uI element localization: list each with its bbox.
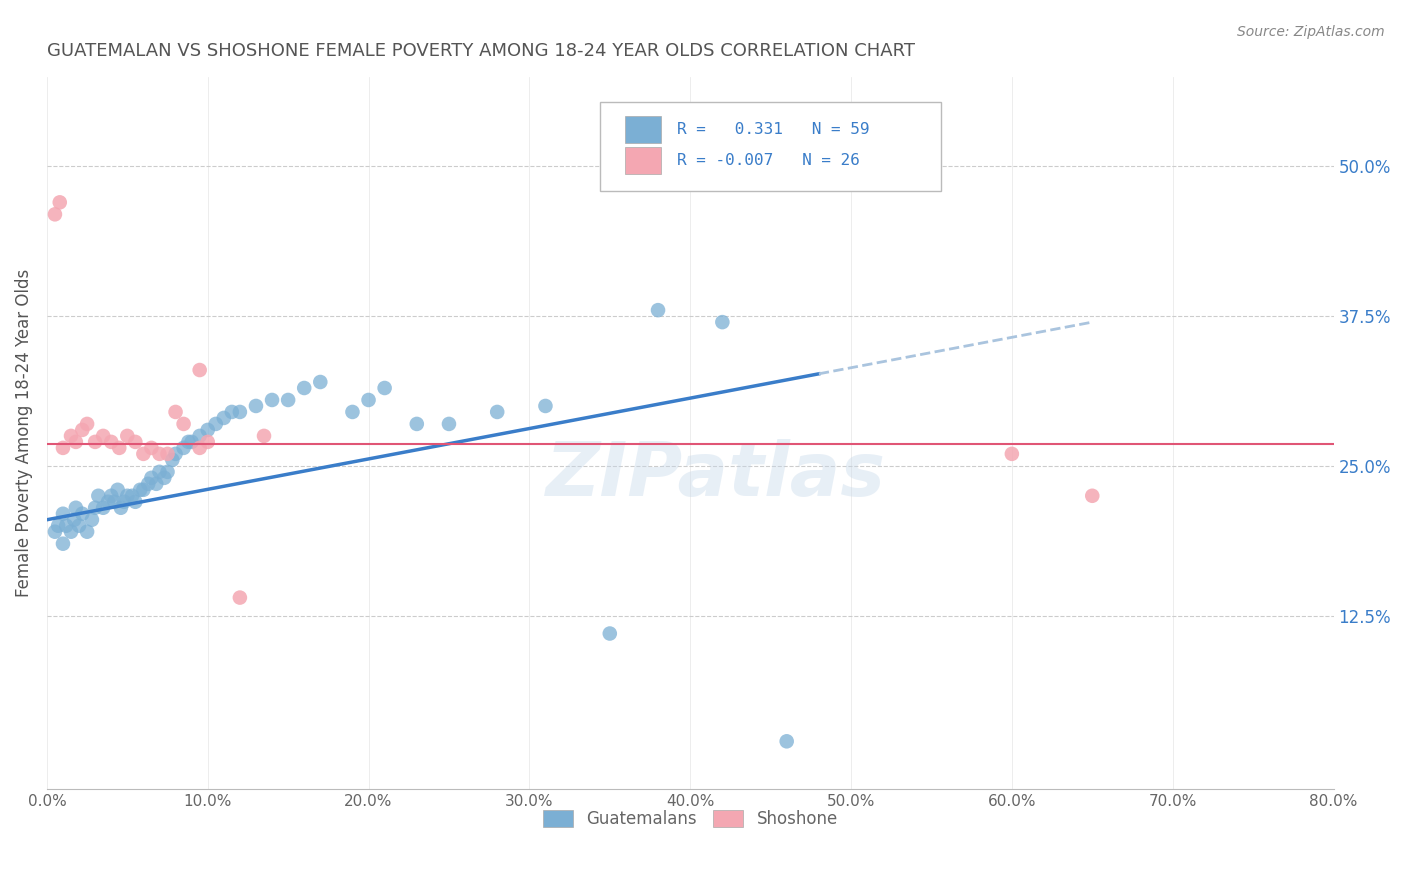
FancyBboxPatch shape [600,102,941,191]
Point [129,483,152,497]
Point [141,471,163,485]
Text: GUATEMALAN VS SHOSHONE FEMALE POVERTY AMONG 18-24 YEAR OLDS CORRELATION CHART: GUATEMALAN VS SHOSHONE FEMALE POVERTY AM… [46,42,915,60]
Text: R = -0.007   N = 26: R = -0.007 N = 26 [678,153,860,169]
Text: R =   0.331   N = 59: R = 0.331 N = 59 [678,122,870,136]
Y-axis label: Female Poverty Among 18-24 Year Olds: Female Poverty Among 18-24 Year Olds [15,268,32,597]
Point [108,441,131,455]
Point [245,399,267,413]
Point [437,417,460,431]
Bar [624,116,661,143]
Point [117,429,139,443]
Point [197,434,219,449]
Point [121,489,143,503]
Point [132,483,155,497]
Point [204,417,226,431]
Text: Source: ZipAtlas.com: Source: ZipAtlas.com [1237,25,1385,39]
Point [188,363,211,377]
Point [776,734,799,748]
Point [374,381,396,395]
Point [110,500,132,515]
Point [97,495,120,509]
Point [55,518,77,533]
Point [342,405,364,419]
Point [65,500,87,515]
Point [153,471,176,485]
Point [173,441,195,455]
Point [145,476,167,491]
Point [534,399,557,413]
Point [156,465,179,479]
Point [711,315,734,329]
Point [76,417,98,431]
Point [103,495,125,509]
Point [599,626,621,640]
Point [156,447,179,461]
Point [405,417,427,431]
Point [60,524,83,539]
Point [229,591,252,605]
Point [173,417,195,431]
Point [84,500,107,515]
Point [229,405,252,419]
Point [309,375,332,389]
Point [165,405,187,419]
Point [52,537,75,551]
Point [141,441,163,455]
Point [65,434,87,449]
Point [44,524,66,539]
Point [124,434,146,449]
Point [49,195,72,210]
Point [277,392,299,407]
Point [60,429,83,443]
Point [72,507,94,521]
Point [188,441,211,455]
Point [260,392,283,407]
Point [1001,447,1024,461]
Point [91,429,114,443]
Point [180,434,202,449]
Point [52,441,75,455]
Point [52,507,75,521]
Point [136,476,159,491]
Point [91,500,114,515]
Text: ZIPatlas: ZIPatlas [546,439,886,512]
Point [165,447,187,461]
Point [197,423,219,437]
Point [100,434,122,449]
Point [292,381,315,395]
Point [132,447,155,461]
Point [212,411,235,425]
Point [188,429,211,443]
Point [72,423,94,437]
Point [84,434,107,449]
Point [124,495,146,509]
Point [87,489,110,503]
Point [100,489,122,503]
Point [76,524,98,539]
Point [67,518,90,533]
Point [177,434,200,449]
Bar [624,147,661,174]
Point [46,518,69,533]
Point [107,483,129,497]
Point [647,303,669,318]
Point [117,489,139,503]
Point [486,405,509,419]
Point [1081,489,1104,503]
Legend: Guatemalans, Shoshone: Guatemalans, Shoshone [536,803,845,834]
Point [148,447,170,461]
Point [63,513,86,527]
Point [162,453,184,467]
Point [253,429,276,443]
Point [357,392,380,407]
Point [148,465,170,479]
Point [221,405,243,419]
Point [112,495,135,509]
Point [80,513,103,527]
Point [44,207,66,221]
